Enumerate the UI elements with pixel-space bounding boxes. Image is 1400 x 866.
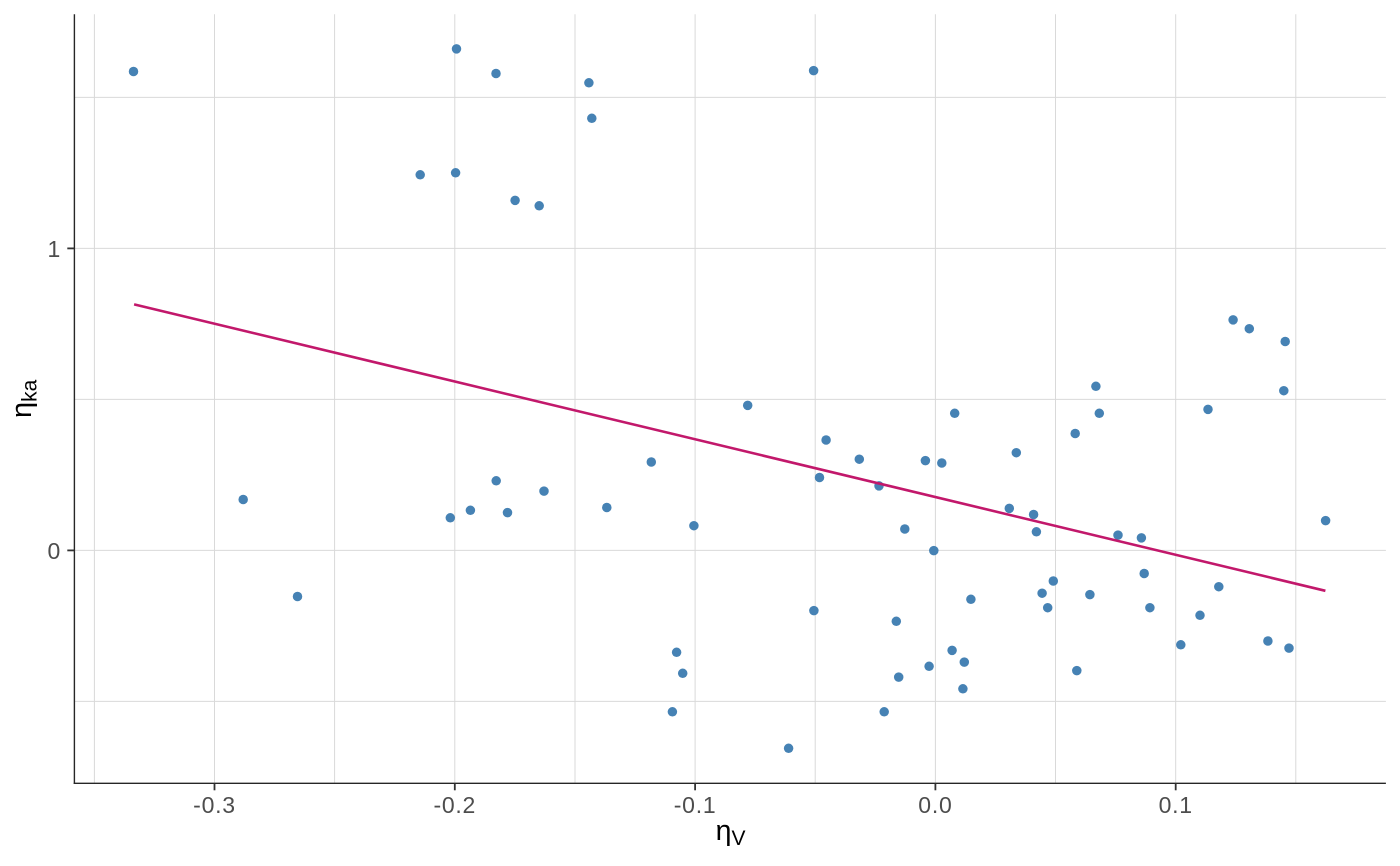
svg-text:0.1: 0.1: [1159, 792, 1193, 818]
svg-text:0.0: 0.0: [918, 792, 952, 818]
svg-text:0: 0: [47, 538, 61, 564]
svg-text:-0.2: -0.2: [433, 792, 476, 818]
svg-text:-0.3: -0.3: [193, 792, 236, 818]
svg-text:1: 1: [47, 236, 61, 262]
svg-text:-0.1: -0.1: [674, 792, 717, 818]
